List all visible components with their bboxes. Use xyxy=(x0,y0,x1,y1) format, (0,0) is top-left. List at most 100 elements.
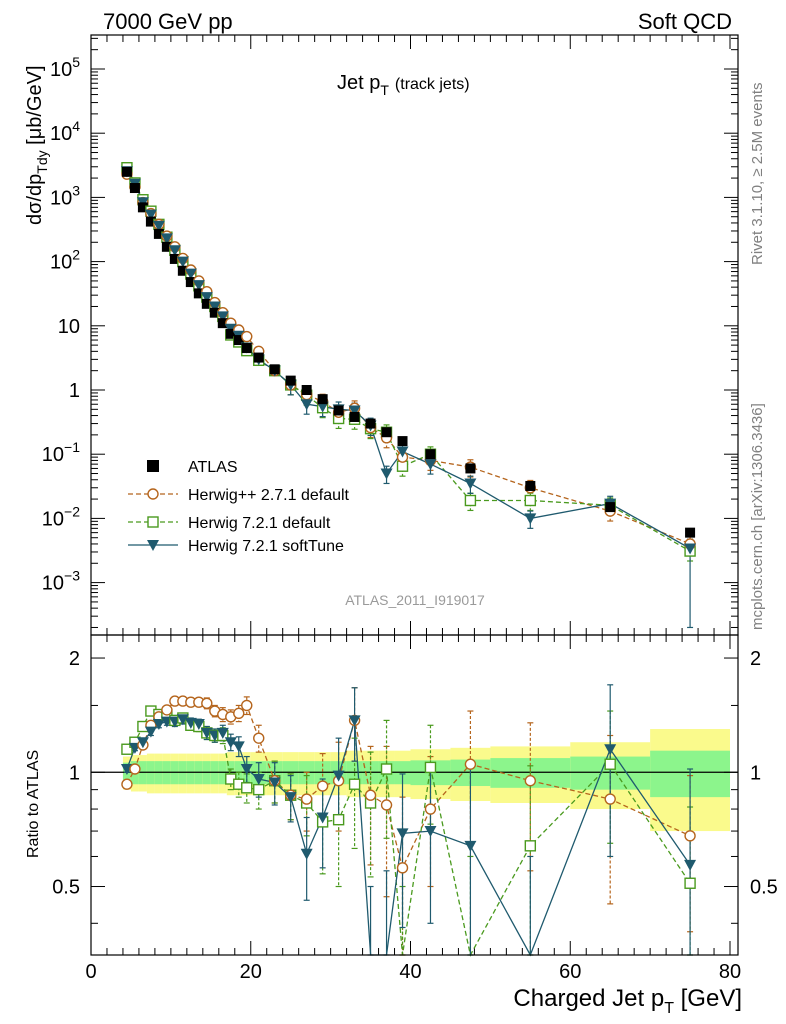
atlas-point xyxy=(685,527,696,538)
atlas-point xyxy=(121,166,132,177)
hpp-ratio-point xyxy=(380,799,393,811)
atlas-point xyxy=(253,352,264,363)
soft-ratio-point xyxy=(300,848,313,860)
atlas-point xyxy=(241,343,252,354)
atlas-point xyxy=(349,411,360,422)
soft-ratio-point xyxy=(684,859,697,871)
legend-atlas-label: ATLAS xyxy=(188,459,238,476)
atlas-point xyxy=(177,265,188,276)
atlas-point xyxy=(285,375,296,386)
mcplots-label: mcplots.cern.ch [arXiv:1306.3436] xyxy=(749,403,766,630)
h72-ratio-point xyxy=(424,761,437,774)
hpp-ratio-point xyxy=(161,704,173,716)
hpp-ratio-point xyxy=(129,763,141,775)
main-panel-data xyxy=(120,162,697,629)
atlas-point xyxy=(129,183,140,194)
main-y-tick-label: 10−2 xyxy=(42,503,80,530)
soft-point xyxy=(684,543,697,555)
x-axis-label: Charged Jet pT [GeV] xyxy=(513,985,742,1017)
soft-ratio-point xyxy=(176,714,189,726)
soft-point xyxy=(184,268,197,280)
soft-point xyxy=(176,256,189,268)
ratio-y-tick-label-right: 0.5 xyxy=(750,877,778,899)
soft-point xyxy=(216,311,229,323)
atlas-point xyxy=(137,202,148,213)
soft-ratio-point xyxy=(396,828,409,840)
hpp-ratio-point xyxy=(253,732,265,744)
legend-soft-label: Herwig 7.2.1 softTune xyxy=(188,538,344,555)
main-y-tick-label: 102 xyxy=(50,247,80,274)
legend: ATLAS Herwig++ 2.7.1 default Herwig 7.2.1 … xyxy=(128,459,350,555)
x-tick-label: 40 xyxy=(399,961,421,983)
x-tick-label: 80 xyxy=(719,961,741,983)
ratio-y-axis-label: Ratio to ATLAS xyxy=(25,750,42,858)
h72-ratio-point xyxy=(253,783,265,796)
atlas-point xyxy=(153,228,164,239)
legend-hpp-marker xyxy=(147,488,159,500)
ratio-y-tick-label-right: 2 xyxy=(750,648,761,670)
h72-ratio-point xyxy=(348,778,361,790)
soft-ratio-point xyxy=(348,715,361,727)
rivet-label: Rivet 3.1.10, ≥ 2.5M events xyxy=(749,83,766,266)
hpp-ratio-point xyxy=(464,758,477,770)
soft-point xyxy=(424,459,437,471)
hpp-ratio-point xyxy=(364,789,377,801)
atlas-point xyxy=(425,449,436,460)
atlas-point xyxy=(169,253,180,264)
h72-ratio-point xyxy=(684,877,696,889)
x-tick-label: 60 xyxy=(559,961,581,983)
main-y-tick-label: 1 xyxy=(69,380,80,402)
legend-hpp-label: Herwig++ 2.7.1 default xyxy=(188,487,350,504)
analysis-watermark: ATLAS_2011_I919017 xyxy=(345,592,485,608)
h72-ratio-point xyxy=(332,813,345,826)
x-tick-label: 20 xyxy=(240,961,262,983)
soft-point xyxy=(168,245,181,257)
hpp-ratio-point xyxy=(300,793,313,805)
hpp-ratio-point xyxy=(233,707,245,720)
ratio-panel-data xyxy=(120,684,697,957)
legend-h72-label: Herwig 7.2.1 default xyxy=(188,515,331,532)
atlas-point xyxy=(217,318,228,329)
header-right: Soft QCD xyxy=(638,9,732,34)
ratio-y-tick-label: 0.5 xyxy=(52,877,80,899)
soft-point xyxy=(380,468,393,480)
atlas-point xyxy=(397,436,408,447)
atlas-point xyxy=(301,385,312,395)
ratio-y-tick-label: 1 xyxy=(69,762,80,784)
atlas-point xyxy=(605,502,616,513)
soft-ratio-point xyxy=(424,826,437,838)
atlas-point xyxy=(161,241,172,252)
atlas-point xyxy=(365,418,376,429)
legend-h72-marker xyxy=(147,516,159,528)
main-y-tick-label: 105 xyxy=(50,54,80,81)
header-left: 7000 GeV pp xyxy=(103,9,233,34)
soft-ratio-point xyxy=(252,774,265,786)
hpp-ratio-point xyxy=(121,778,133,790)
soft-point xyxy=(208,301,221,313)
atlas-point xyxy=(465,463,476,474)
main-y-tick-label: 10 xyxy=(58,316,80,338)
soft-ratio-point xyxy=(316,812,329,824)
hpp-ratio-point xyxy=(424,803,437,815)
main-panel-axes: 10−3 10−2 10−1 1 10 102 103 104 105 xyxy=(42,35,738,635)
soft-ratio-point xyxy=(332,770,345,782)
soft-point xyxy=(464,478,477,490)
soft-ratio-point xyxy=(152,719,165,731)
soft-ratio-point xyxy=(240,764,253,776)
soft-point xyxy=(524,513,537,525)
soft-point xyxy=(152,220,165,232)
soft-ratio-point xyxy=(192,719,205,731)
hpp-ratio-point xyxy=(684,830,696,842)
ratio-y-tick-label-right: 1 xyxy=(750,762,761,784)
atlas-point xyxy=(269,364,280,375)
soft-ratio-point xyxy=(136,737,149,749)
atlas-point xyxy=(145,216,156,227)
atlas-point xyxy=(233,335,244,346)
soft-point xyxy=(396,446,409,458)
atlas-point xyxy=(209,307,220,318)
ratio-band xyxy=(122,729,731,832)
atlas-point xyxy=(185,277,196,288)
ratio-y-tick-label: 2 xyxy=(69,648,80,670)
soft-point xyxy=(200,292,213,304)
atlas-point xyxy=(225,328,236,339)
